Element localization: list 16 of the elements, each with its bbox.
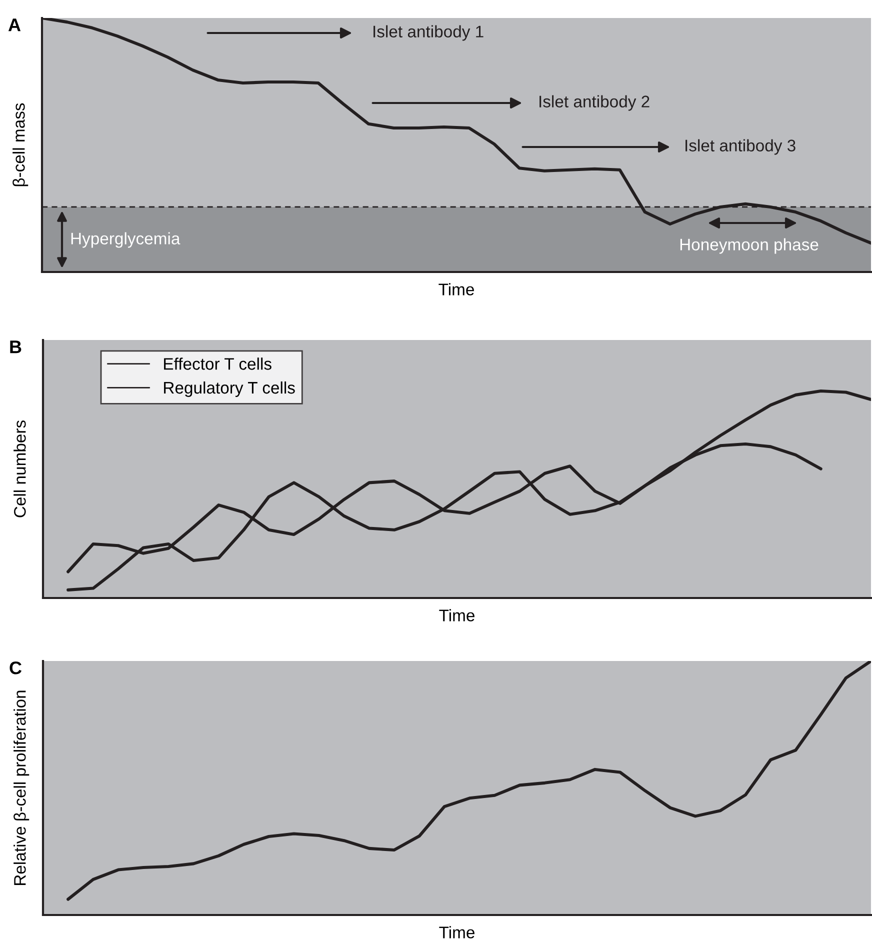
y-axis-title: β-cell mass bbox=[12, 103, 28, 186]
chart-title: C bbox=[10, 661, 22, 674]
chart-title: B bbox=[10, 340, 22, 354]
legend-label: Regulatory T cells bbox=[164, 381, 295, 397]
chart-title: A bbox=[8, 18, 21, 32]
band-label: Hyperglycemia bbox=[71, 232, 180, 248]
annotation: Honeymoon phase bbox=[680, 238, 818, 254]
y-axis-title: Relative β-cell proliferation bbox=[14, 690, 30, 885]
y-axis-title: Cell numbers bbox=[14, 420, 26, 518]
annotation: Islet antibody 1 bbox=[374, 25, 484, 41]
annotation: Islet antibody 2 bbox=[540, 95, 650, 111]
x-axis-title: Time bbox=[438, 283, 474, 296]
annotation: Islet antibody 3 bbox=[686, 139, 796, 155]
x-axis-title: Time bbox=[439, 926, 474, 938]
legend-label: Effector T cells bbox=[164, 358, 272, 370]
x-axis-title: Time bbox=[439, 609, 474, 622]
